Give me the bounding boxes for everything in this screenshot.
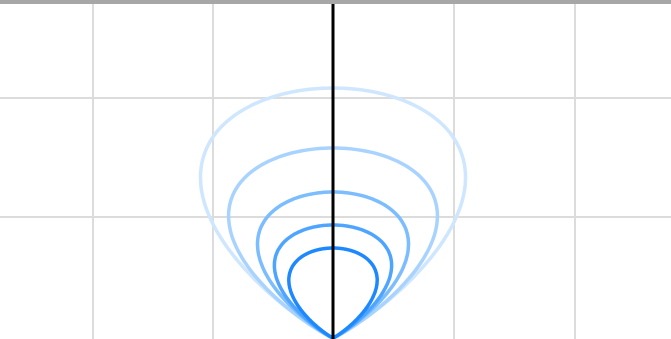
top-border (0, 0, 671, 4)
